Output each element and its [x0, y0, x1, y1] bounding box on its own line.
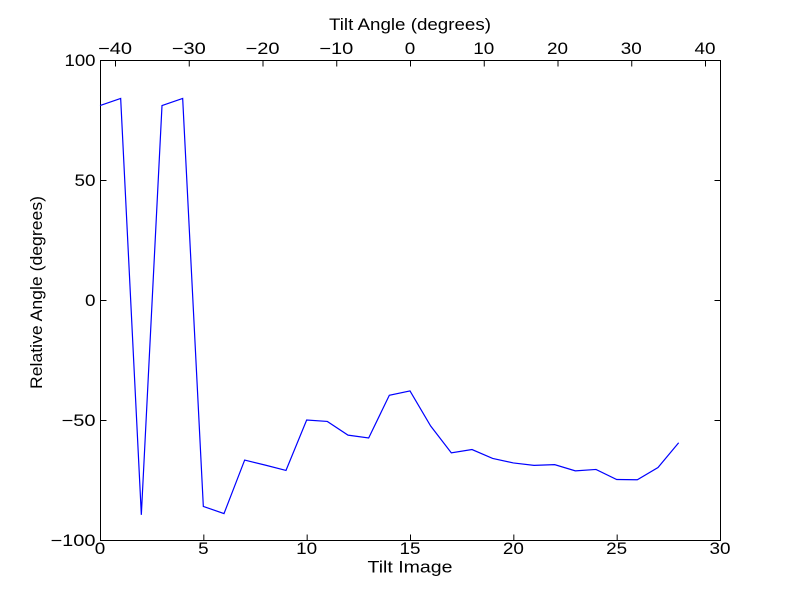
- svg-text:Relative Angle (degrees): Relative Angle (degrees): [27, 196, 46, 389]
- svg-text:50: 50: [75, 172, 96, 190]
- svg-text:15: 15: [400, 540, 421, 558]
- svg-text:Tilt Angle (degrees): Tilt Angle (degrees): [329, 16, 491, 34]
- svg-text:10: 10: [296, 540, 317, 558]
- svg-text:−100: −100: [51, 532, 96, 550]
- svg-text:−10: −10: [319, 40, 353, 58]
- svg-text:20: 20: [503, 540, 524, 558]
- svg-text:Tilt Image: Tilt Image: [368, 559, 453, 577]
- svg-text:0: 0: [405, 40, 416, 58]
- svg-text:40: 40: [695, 40, 716, 58]
- svg-text:−30: −30: [172, 40, 206, 58]
- svg-text:30: 30: [621, 40, 642, 58]
- svg-text:25: 25: [606, 540, 627, 558]
- svg-text:20: 20: [547, 40, 568, 58]
- svg-text:0: 0: [95, 540, 106, 558]
- svg-text:−50: −50: [62, 412, 96, 430]
- svg-text:0: 0: [85, 292, 96, 310]
- svg-text:30: 30: [710, 540, 731, 558]
- svg-text:−20: −20: [246, 40, 280, 58]
- svg-text:10: 10: [473, 40, 494, 58]
- svg-text:100: 100: [65, 52, 96, 70]
- svg-text:5: 5: [198, 540, 209, 558]
- svg-text:−40: −40: [98, 40, 132, 58]
